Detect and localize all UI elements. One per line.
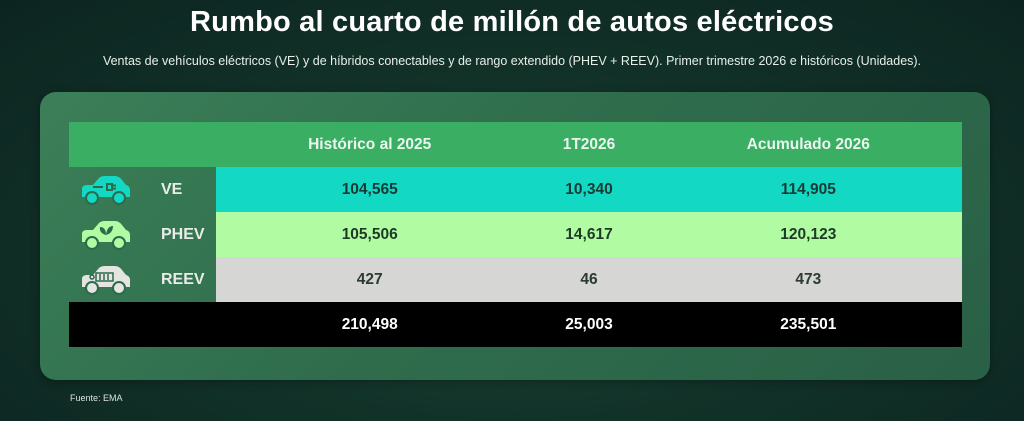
- header-1t2026: 1T2026: [523, 122, 655, 167]
- cell-historico: 427: [216, 257, 524, 302]
- total-1t2026: 25,003: [523, 302, 655, 347]
- page-title: Rumbo al cuarto de millón de autos eléct…: [190, 6, 834, 38]
- cell-acumulado: 473: [654, 257, 962, 302]
- ev-plug-car-icon: [82, 176, 130, 205]
- table-row: REEV 427 46 473: [69, 257, 962, 302]
- header-acumulado: Acumulado 2026: [654, 122, 962, 167]
- row-label: VE: [161, 181, 183, 198]
- cell-historico: 105,506: [216, 212, 524, 257]
- cell-1t2026: 10,340: [523, 167, 655, 212]
- cell-1t2026: 14,617: [523, 212, 655, 257]
- leaf-car-icon: [82, 221, 130, 250]
- battery-car-icon: [82, 266, 130, 295]
- cell-acumulado: 114,905: [654, 167, 962, 212]
- header-empty: [69, 122, 216, 167]
- row-label-cell: REEV: [69, 257, 216, 302]
- total-label-cell: [69, 302, 216, 347]
- total-historico: 210,498: [216, 302, 524, 347]
- cell-historico: 104,565: [216, 167, 524, 212]
- table-row: PHEV 105,506 14,617 120,123: [69, 212, 962, 257]
- header-historico: Histórico al 2025: [216, 122, 524, 167]
- row-label: PHEV: [161, 226, 205, 243]
- table-row: VE 104,565 10,340 114,905: [69, 167, 962, 212]
- sales-table: Histórico al 2025 1T2026 Acumulado 2026 …: [69, 122, 962, 347]
- row-label: REEV: [161, 271, 205, 288]
- row-label-cell: PHEV: [69, 212, 216, 257]
- page-subtitle: Ventas de vehículos eléctricos (VE) y de…: [102, 54, 922, 68]
- row-label-cell: VE: [69, 167, 216, 212]
- table-header: Histórico al 2025 1T2026 Acumulado 2026: [69, 122, 962, 167]
- cell-acumulado: 120,123: [654, 212, 962, 257]
- cell-1t2026: 46: [523, 257, 655, 302]
- total-acumulado: 235,501: [654, 302, 962, 347]
- total-row: 210,498 25,003 235,501: [69, 302, 962, 347]
- source-note: Fuente: EMA: [70, 393, 123, 403]
